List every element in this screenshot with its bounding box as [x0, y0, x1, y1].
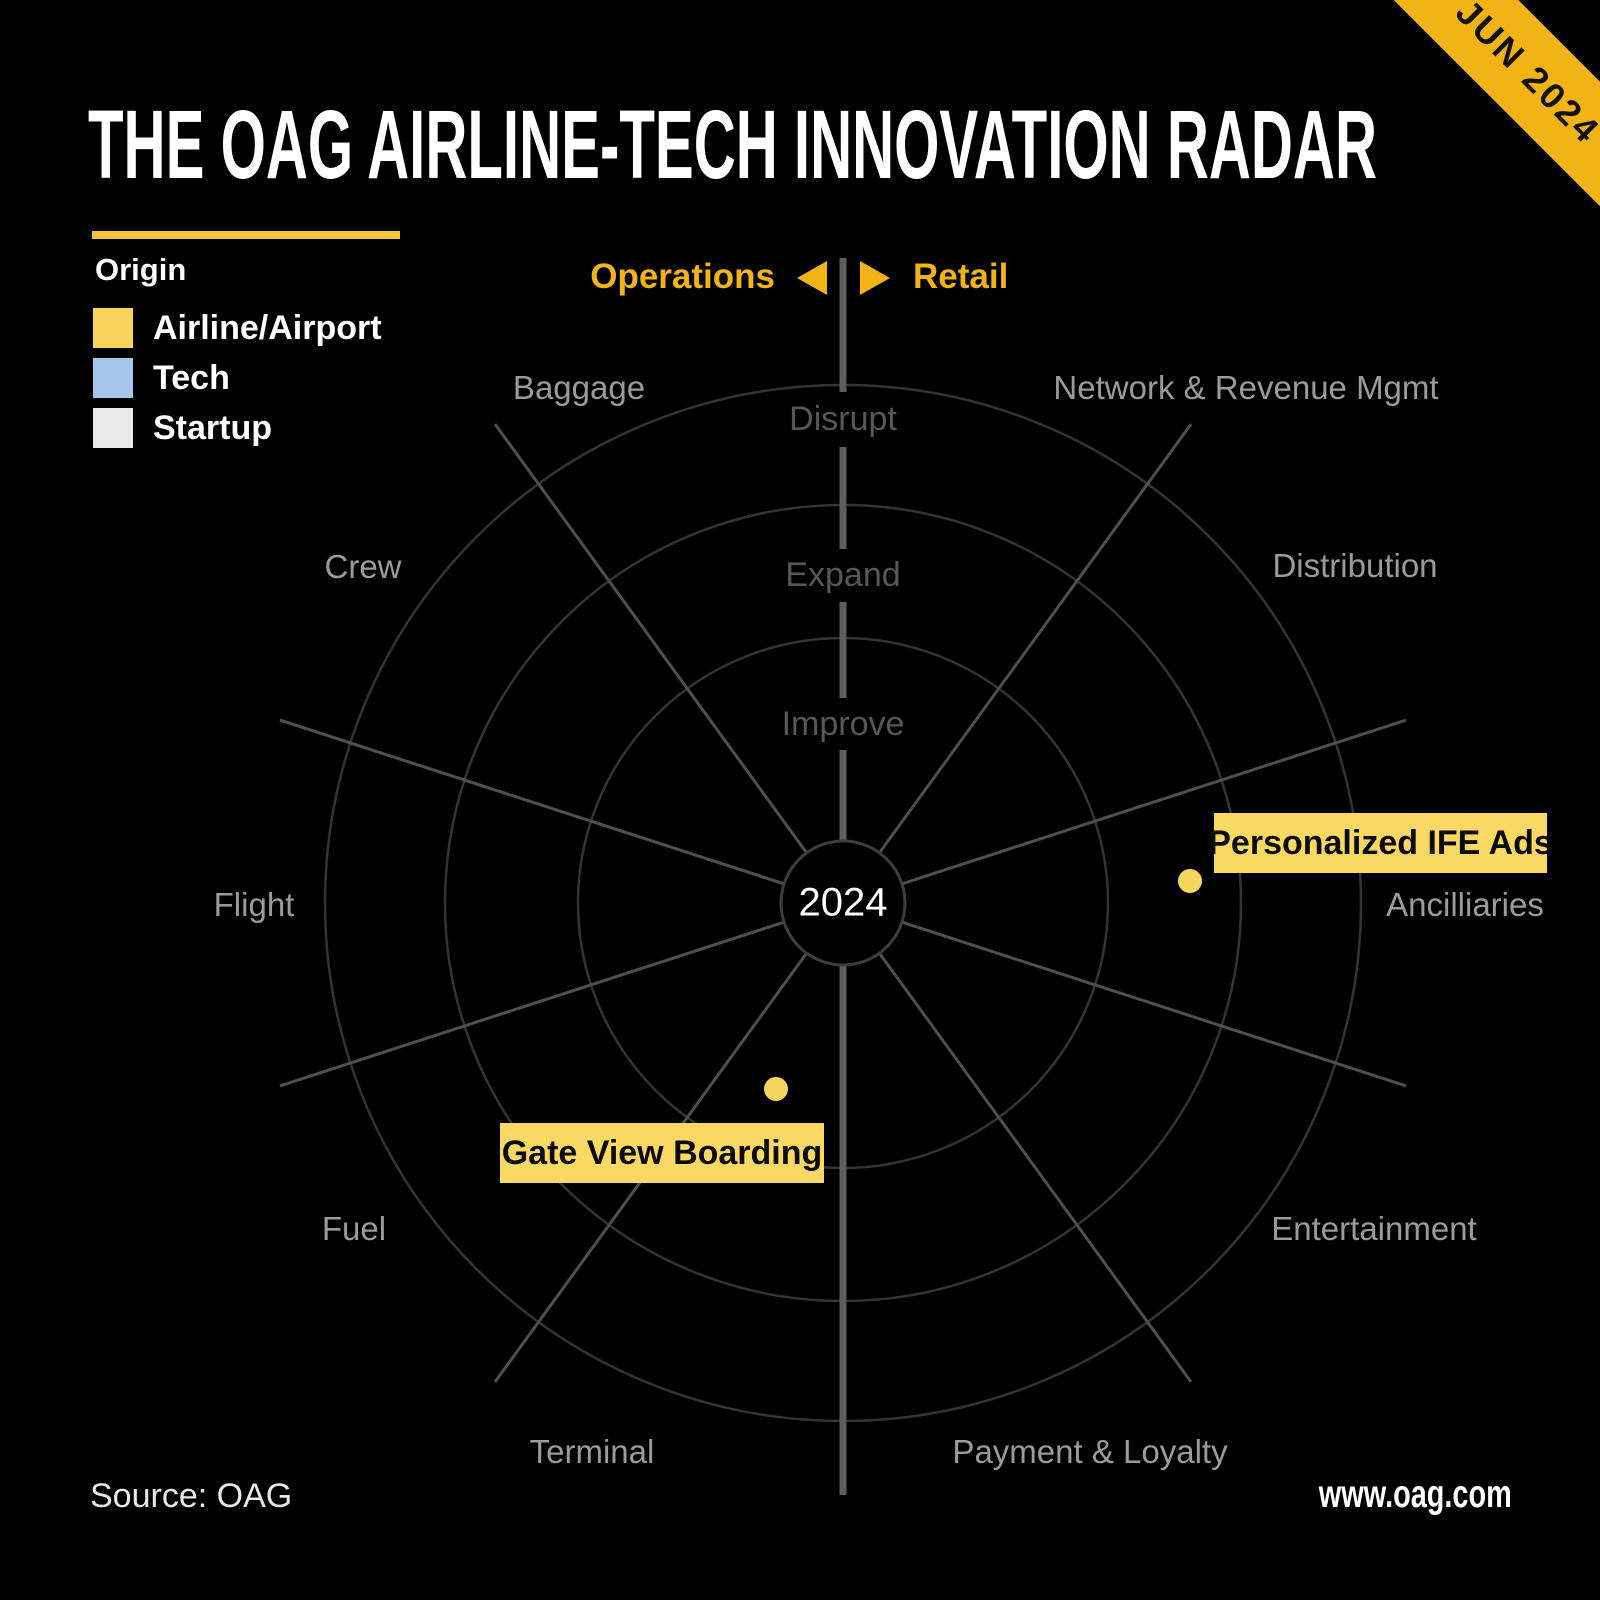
page-title: THE OAG AIRLINE-TECH INNOVATION RADAR — [88, 90, 1377, 199]
sector-label-crew: Crew — [324, 548, 402, 585]
airline-airport-swatch-icon — [93, 308, 133, 348]
right-triangle-icon — [860, 261, 890, 295]
sector-label-fuel: Fuel — [321, 1210, 387, 1247]
sector-label-baggage: Baggage — [512, 369, 646, 406]
startup-swatch-icon — [93, 408, 133, 448]
origin-legend: Origin Airline/Airport Tech Startup — [93, 252, 382, 458]
sector-label-payment-loyalty: Payment & Loyalty — [952, 1433, 1228, 1470]
center-year-label: 2024 — [798, 880, 888, 925]
ring-label-improve: Improve — [781, 705, 905, 743]
title-underline — [92, 231, 400, 239]
sector-label-terminal: Terminal — [529, 1433, 655, 1470]
source-note: Source: OAG — [90, 1477, 293, 1515]
retail-half-label: Retail — [913, 257, 1009, 296]
legend-item-label: Tech — [153, 358, 230, 397]
website-label: www.oag.com — [1319, 1473, 1512, 1516]
ring-label-disrupt: Disrupt — [789, 400, 897, 438]
sector-label-flight: Flight — [213, 886, 295, 923]
sector-label-entertainment: Entertainment — [1271, 1210, 1477, 1247]
legend-item-startup: Startup — [93, 408, 382, 448]
tech-swatch-icon — [93, 358, 133, 398]
sector-label-distribution: Distribution — [1272, 547, 1438, 584]
sector-label-ancilliaries: Ancilliaries — [1386, 886, 1544, 923]
data-point-gate-view-boarding — [764, 1077, 788, 1101]
legend-item-tech: Tech — [93, 358, 382, 398]
data-point-label-gate-view-boarding: Gate View Boarding — [500, 1123, 824, 1183]
sector-label-network-revenue: Network & Revenue Mgmt — [1053, 369, 1439, 406]
legend-heading: Origin — [95, 252, 187, 287]
data-point-personalized-ife-ads — [1178, 869, 1202, 893]
hub-circle — [779, 839, 907, 967]
legend-item-label: Airline/Airport — [153, 308, 382, 347]
legend-item-airline-airport: Airline/Airport — [93, 308, 382, 348]
sector-spokes — [279, 423, 1407, 1383]
data-point-label-personalized-ife-ads: Personalized IFE Ads — [1208, 813, 1553, 873]
left-triangle-icon — [797, 261, 827, 295]
ring-label-expand: Expand — [785, 556, 901, 594]
legend-item-label: Startup — [153, 408, 272, 447]
operations-half-label: Operations — [590, 257, 775, 296]
